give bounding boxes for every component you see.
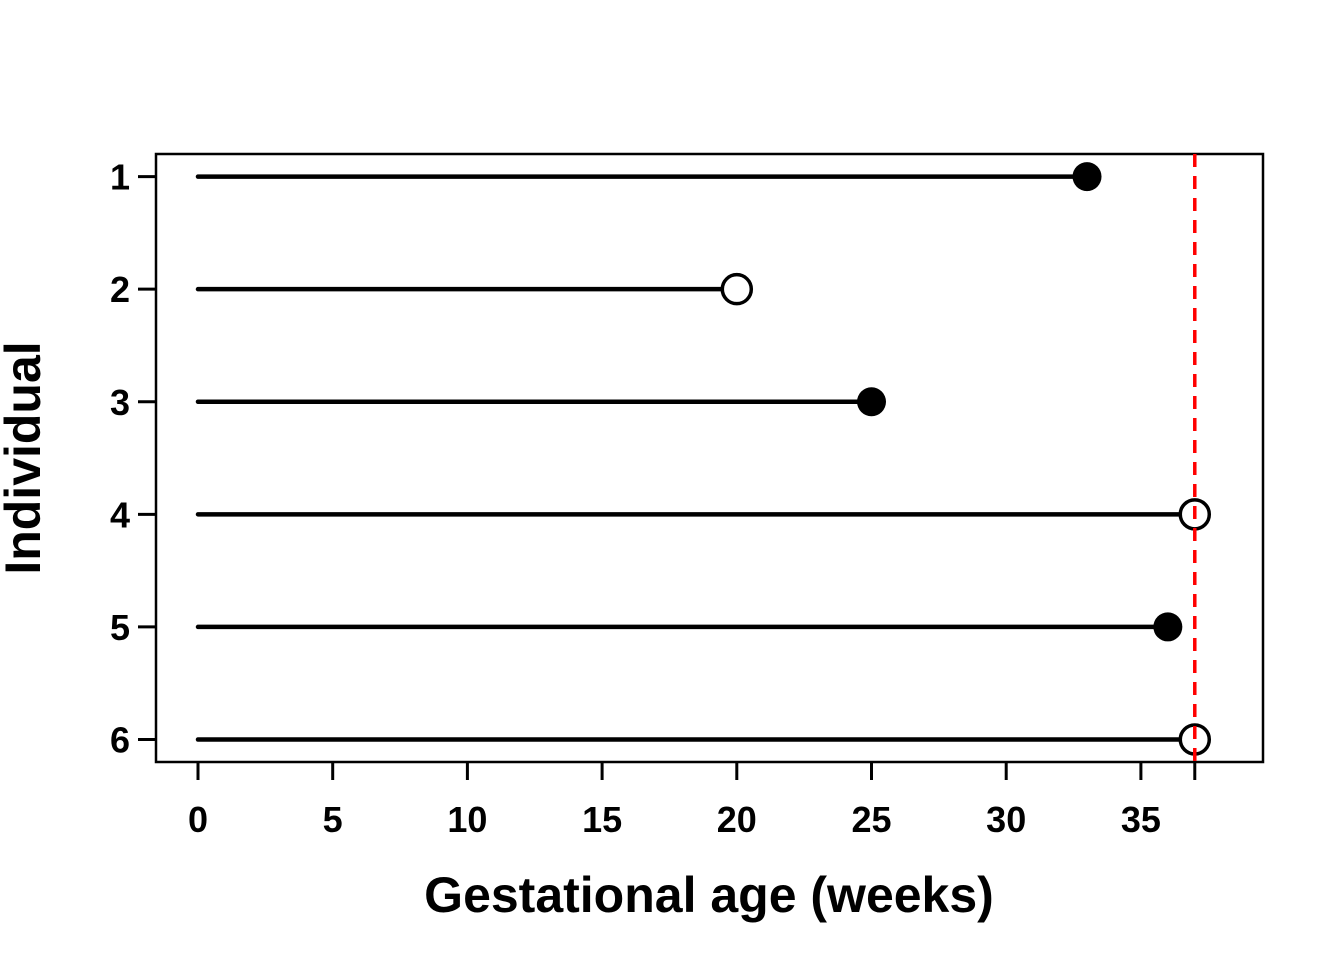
x-tick-label: 25	[851, 799, 891, 840]
x-tick-label: 5	[323, 799, 343, 840]
endpoint-marker-open	[720, 272, 754, 306]
endpoint-marker-filled	[1153, 612, 1183, 642]
x-axis-label: Gestational age (weeks)	[424, 867, 994, 923]
y-tick-label: 6	[110, 720, 130, 761]
x-tick-label: 0	[188, 799, 208, 840]
x-tick-label: 10	[447, 799, 487, 840]
x-tick-label: 20	[717, 799, 757, 840]
y-tick-label: 1	[110, 157, 130, 198]
x-tick-label: 15	[582, 799, 622, 840]
x-tick-label: 35	[1121, 799, 1161, 840]
plot-box	[154, 152, 1265, 764]
plot-area: 0 5 10 15 20 25 30 35 1 2 3 4 5 6	[110, 152, 1265, 840]
y-tick-label: 2	[110, 269, 130, 310]
endpoint-marker-filled	[857, 387, 886, 417]
y-tick-label: 5	[110, 607, 130, 648]
y-axis-label: Individual	[0, 341, 51, 574]
endpoint-marker-filled	[1072, 162, 1102, 192]
y-tick-label: 3	[110, 382, 130, 423]
y-tick-label: 4	[110, 494, 130, 535]
x-tick-label: 30	[986, 799, 1026, 840]
